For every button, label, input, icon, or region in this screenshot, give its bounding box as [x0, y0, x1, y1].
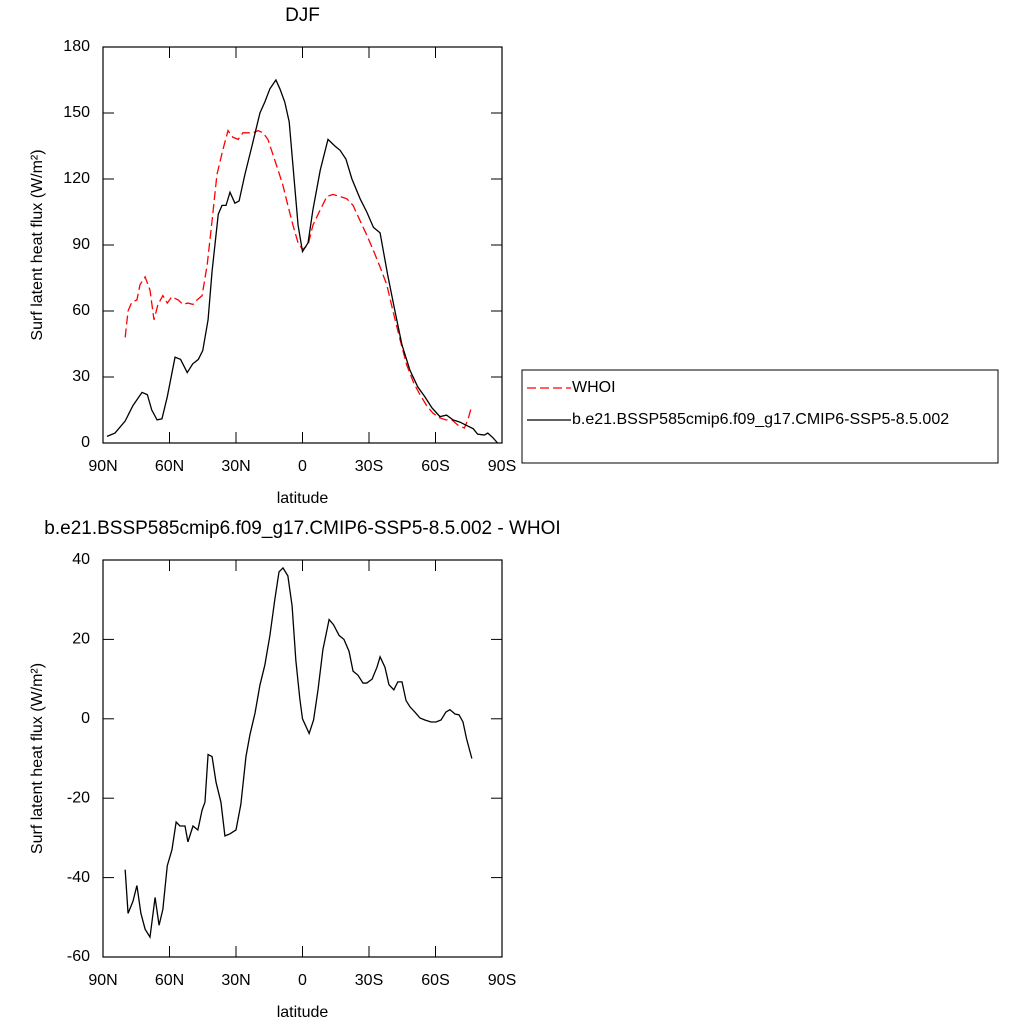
legend-box [521, 369, 999, 464]
x-tick-label: 60N [155, 972, 184, 989]
x-axis-label: latitude [277, 1004, 329, 1021]
y-tick-label: 120 [63, 170, 90, 187]
data-line [124, 566, 473, 940]
x-tick-label: 60S [421, 458, 449, 475]
x-tick-label: 30S [355, 972, 383, 989]
legend-label: b.e21.BSSP585cmip6.f09_g17.CMIP6-SSP5-8.… [572, 411, 949, 428]
plot-frame [102, 559, 503, 958]
y-axis-label: Surf latent heat flux (W/m²) [29, 663, 46, 854]
x-tick-label: 0 [298, 458, 307, 475]
x-tick-label: 30S [355, 458, 383, 475]
y-tick-label: 40 [72, 551, 90, 568]
y-tick-label: 90 [72, 236, 90, 253]
y-tick-label: 0 [81, 710, 90, 727]
y-tick-label: 0 [81, 434, 90, 451]
y-tick-label: -60 [67, 948, 90, 965]
y-tick-label: 60 [72, 302, 90, 319]
x-tick-label: 90N [88, 458, 117, 475]
chart-title: b.e21.BSSP585cmip6.f09_g17.CMIP6-SSP5-8.… [44, 518, 560, 539]
data-line [124, 129, 473, 429]
chart-title: DJF [285, 5, 320, 26]
y-tick-label: -20 [67, 789, 90, 806]
legend-label: WHOI [572, 379, 616, 396]
y-tick-label: -40 [67, 869, 90, 886]
y-tick-label: 180 [63, 38, 90, 55]
x-tick-label: 90N [88, 972, 117, 989]
y-tick-label: 20 [72, 631, 90, 648]
y-tick-label: 150 [63, 104, 90, 121]
x-tick-label: 60S [421, 972, 449, 989]
x-tick-label: 60N [155, 458, 184, 475]
x-tick-label: 90S [488, 458, 516, 475]
x-tick-label: 0 [298, 972, 307, 989]
x-axis-label: latitude [277, 490, 329, 507]
y-axis-label: Surf latent heat flux (W/m²) [29, 149, 46, 340]
data-line [106, 78, 499, 444]
plot-frame [102, 46, 503, 444]
x-tick-label: 30N [221, 972, 250, 989]
x-tick-label: 30N [221, 458, 250, 475]
y-tick-label: 30 [72, 368, 90, 385]
x-tick-label: 90S [488, 972, 516, 989]
